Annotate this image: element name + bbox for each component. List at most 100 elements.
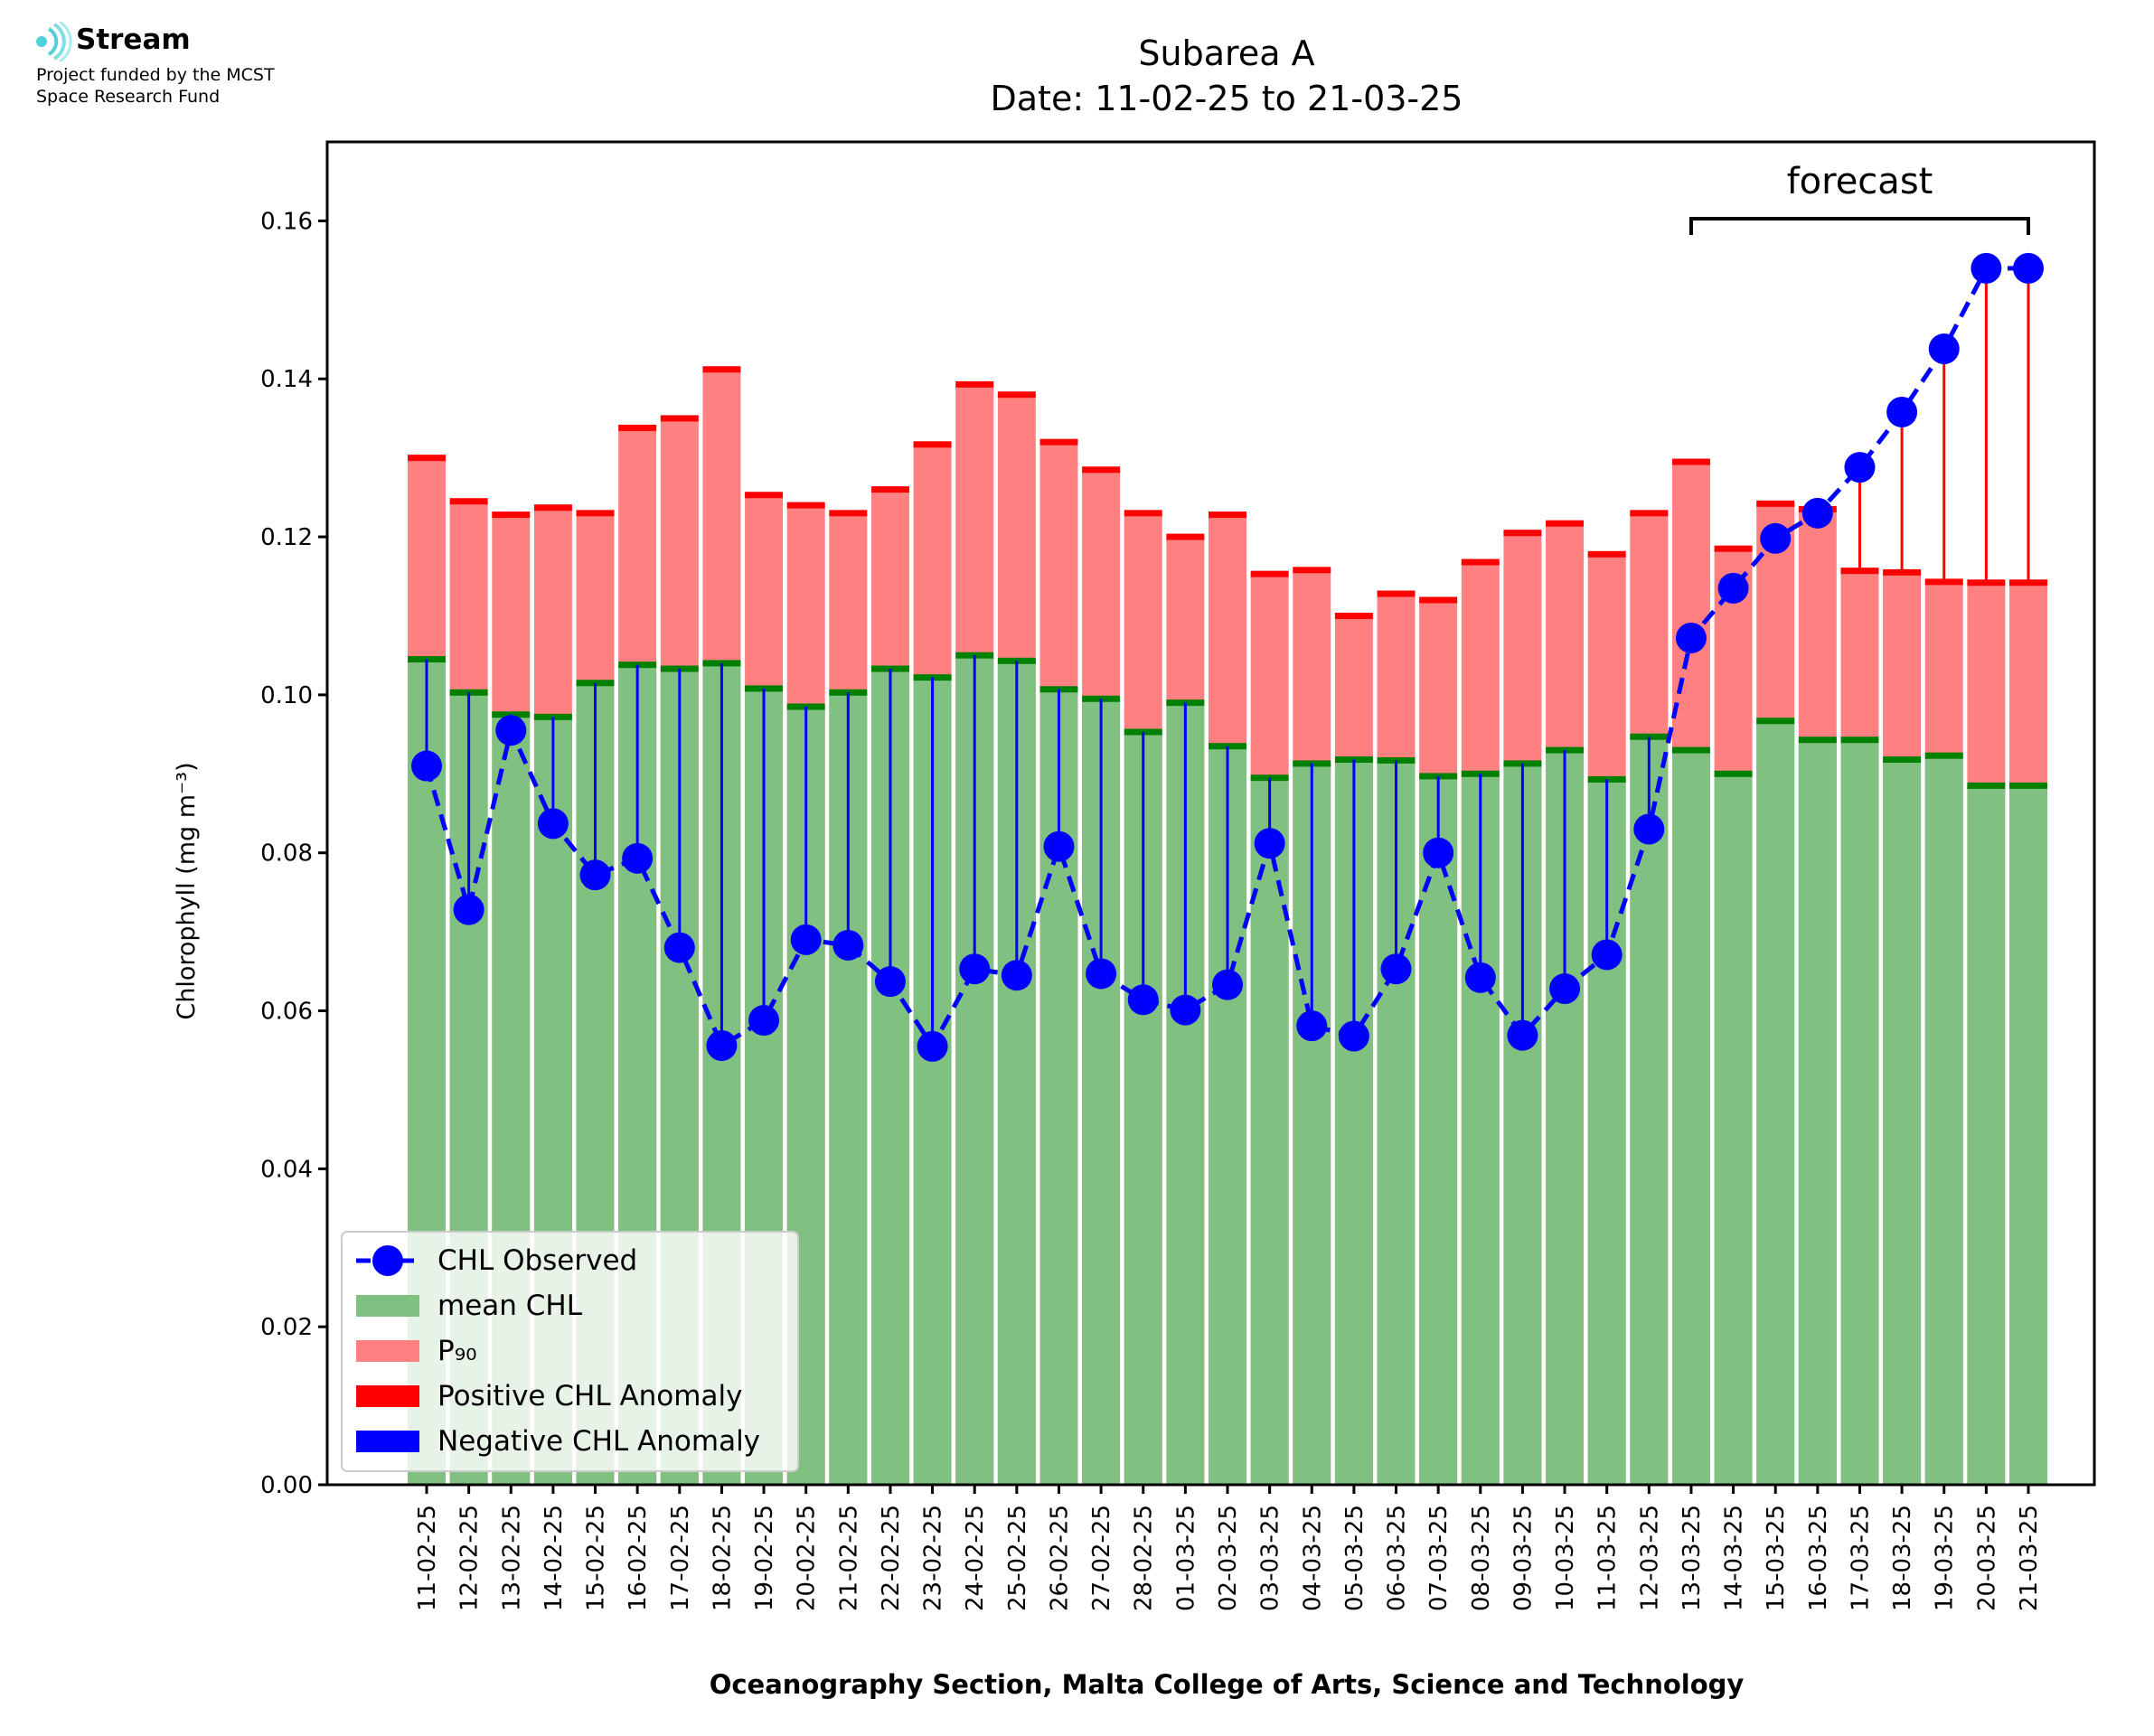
p90-cap [408,455,446,462]
p90-cap [1293,567,1331,574]
x-tick-label: 14-03-25 [1721,1505,1748,1611]
chl-observed-point [1001,960,1032,991]
y-tick-label: 0.10 [260,682,313,709]
mean-chl-bar [1419,775,1458,1485]
p90-cap [702,366,741,373]
chl-observed-point [1212,969,1243,1000]
mean-cap [1798,737,1837,744]
y-tick-label: 0.16 [260,208,313,235]
p90-cap [1124,510,1162,517]
legend-swatch [356,1431,419,1452]
p90-cap [745,492,784,499]
x-tick-label: 20-02-25 [794,1505,821,1611]
mean-chl-bar [1967,785,2006,1485]
chl-observed-point [1043,830,1075,862]
x-tick-label: 15-02-25 [583,1505,610,1611]
mean-chl-bar [1671,750,1710,1485]
chl-observed-point [1338,1020,1369,1052]
mean-chl-bar [1630,737,1669,1485]
chl-observed-point [1971,252,2002,284]
x-tick-label: 04-03-25 [1299,1505,1326,1611]
mean-chl-bar [1883,759,1922,1485]
logo-funding-line1: Project funded by the MCST [36,65,275,85]
chl-observed-point [874,966,906,998]
p90-cap [997,391,1036,399]
stream-waves-icon [36,22,72,61]
chl-observed-point [1464,962,1496,993]
x-tick-label: 01-03-25 [1172,1505,1199,1611]
x-tick-label: 28-02-25 [1131,1505,1158,1611]
chl-observed-point [1633,813,1665,845]
x-tick-label: 22-02-25 [878,1505,905,1611]
p90-cap [618,424,657,431]
x-tick-label: 02-03-25 [1215,1505,1242,1611]
legend-label: CHL Observed [437,1244,637,1277]
chl-observed-point [1549,973,1581,1005]
chl-observed-point [1086,958,1117,990]
chl-observed-point [1844,452,1876,483]
x-tick-label: 26-02-25 [1046,1505,1073,1611]
mean-chl-bar [1798,739,1837,1485]
y-axis-label: Chlorophyll (mg m⁻³) [173,762,201,1019]
legend-swatch [356,1340,419,1362]
chl-observed-point [2013,252,2044,284]
x-tick-label: 13-02-25 [498,1505,525,1611]
mean-cap [1967,782,2006,789]
y-tick-label: 0.06 [260,999,313,1026]
legend-label: P₉₀ [437,1335,477,1367]
logo-name: Stream [76,23,191,56]
legend-swatch [356,1295,419,1317]
chl-observed-point [1928,333,1960,365]
x-axis-label: Oceanography Section, Malta College of A… [710,1669,1745,1700]
p90-cap [1419,596,1458,604]
x-tick-label: 16-03-25 [1805,1505,1832,1611]
chl-observed-point [1717,572,1749,604]
x-tick-label: 27-02-25 [1088,1505,1115,1611]
p90-cap [576,510,615,517]
chl-observed-point [706,1029,738,1061]
legend-label: Positive CHL Anomaly [437,1380,742,1412]
p90-cap [870,486,909,493]
x-tick-label: 23-02-25 [920,1505,947,1611]
chl-observed-line [424,266,2028,1051]
y-tick-label: 0.12 [260,524,313,551]
x-tick-label: 19-02-25 [751,1505,778,1611]
chl-observed-point [1801,497,1833,529]
p90-cap [1671,458,1710,465]
chl-observed-point [495,715,527,746]
mean-chl-bar [1924,755,1963,1485]
x-tick-label: 09-03-25 [1510,1505,1537,1611]
legend-label: Negative CHL Anomaly [437,1425,760,1458]
chl-observed-point [537,808,569,840]
mean-chl-bar [1756,720,1795,1485]
x-tick-label: 14-02-25 [541,1505,568,1611]
chl-observed-point [790,924,822,955]
chl-observed-point [1254,828,1285,859]
p90-cap [829,510,868,517]
chl-observed-point [1675,622,1707,653]
x-tick-label: 18-03-25 [1889,1505,1916,1611]
mean-chl-bar [2009,785,2047,1485]
chart-title: Subarea A [1138,33,1314,73]
x-tick-label: 08-03-25 [1468,1505,1495,1611]
mean-chl-bar [1840,739,1879,1485]
chart-legend: CHL Observed mean CHL P₉₀ Positive CHL Anom… [341,1231,799,1472]
p90-cap [1334,612,1373,619]
chl-observed-point [1423,837,1454,868]
x-tick-label: 21-03-25 [2016,1505,2043,1611]
y-tick-label: 0.08 [260,840,313,868]
mean-cap [2009,782,2047,789]
chl-observed-point [917,1030,948,1062]
p90-cap [1503,530,1542,537]
mean-cap [1756,718,1795,725]
logo-funding-line2: Space Research Fund [36,87,221,107]
p90-cap [1082,466,1121,474]
chl-observed-point [622,842,654,874]
legend-swatch [356,1385,419,1407]
mean-cap [1840,737,1879,744]
legend-label: mean CHL [437,1290,583,1322]
p90-cap [1166,533,1205,540]
chl-observed-point [1507,1019,1538,1051]
chl-observed-point [453,894,484,925]
